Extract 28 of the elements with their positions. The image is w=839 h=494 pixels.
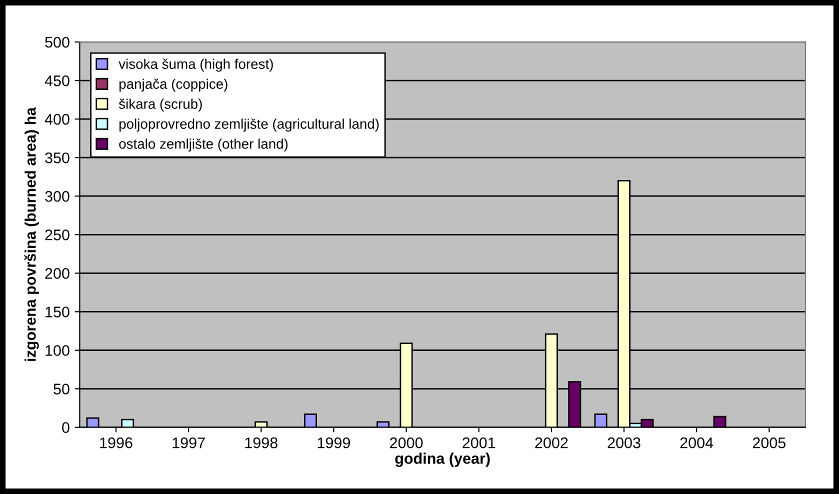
x-tick-label: 2000	[390, 437, 423, 448]
x-tick-label: 2002	[535, 437, 568, 448]
y-tick-label: 50	[54, 384, 70, 394]
x-tick-label: 2004	[680, 437, 714, 448]
y-tick-label: 0	[62, 422, 70, 433]
x-tick-label: 1996	[100, 437, 132, 448]
x-tick-label: 2001	[462, 437, 496, 448]
legend-label: šikara (scrub)	[118, 98, 202, 112]
y-tick-label: 400	[44, 114, 70, 125]
legend-label: ostalo zemljište (other land)	[119, 138, 288, 152]
y-tick-label: 150	[46, 306, 70, 318]
y-axis-title: izgorena površina (burned area) ha	[24, 107, 39, 361]
y-tick-label: 200	[45, 268, 70, 279]
x-tick-label: 2003	[608, 437, 640, 448]
x-axis-title: godina (year)	[395, 452, 490, 467]
x-tick-label: 1997	[172, 437, 205, 448]
y-tick-label: 450	[44, 75, 70, 86]
x-tick-label: 1999	[318, 437, 350, 448]
legend-label: panjača (coppice)	[119, 78, 228, 92]
y-tick-label: 100	[46, 345, 70, 356]
legend-label: poljoprovredno zemljište (agricultural land)	[119, 118, 379, 132]
y-tick-label: 300	[45, 190, 70, 202]
y-tick-label: 500	[45, 36, 70, 48]
x-tick-label: 2005	[752, 437, 786, 448]
y-tick-label: 250	[45, 230, 70, 240]
legend-label: visoka šuma (high forest)	[118, 58, 273, 72]
x-tick-label: 1998	[245, 437, 278, 448]
y-tick-label: 350	[45, 152, 70, 164]
